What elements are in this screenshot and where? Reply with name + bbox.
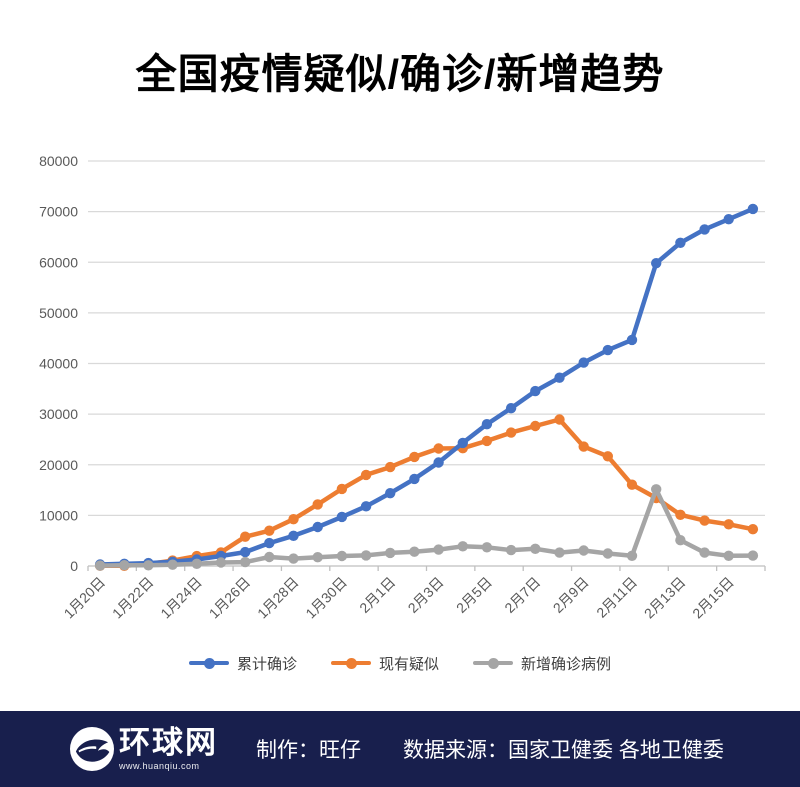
svg-text:30000: 30000 — [39, 406, 78, 422]
svg-text:1月24日: 1月24日 — [157, 574, 205, 622]
svg-text:2月3日: 2月3日 — [405, 574, 447, 616]
svg-text:80000: 80000 — [39, 153, 78, 169]
credit-text: 制作：旺仔 — [256, 739, 361, 762]
chart-gridlines — [88, 160, 765, 517]
logo-url: www.huanqiu.com — [119, 760, 200, 771]
data-series — [94, 203, 759, 571]
svg-text:10000: 10000 — [39, 507, 78, 523]
legend-item-new-confirmed: 新增确诊病例 — [473, 653, 611, 674]
huanqiu-eagle-icon — [70, 727, 114, 771]
source-text: 数据来源：国家卫健委 各地卫健委 — [403, 739, 724, 762]
svg-text:1月20日: 1月20日 — [61, 574, 109, 622]
y-axis-labels: 0 10000 20000 30000 40000 50000 60000 70000 8000… — [39, 153, 78, 574]
svg-text:1月26日: 1月26日 — [206, 574, 254, 622]
svg-text:2月9日: 2月9日 — [550, 574, 592, 616]
trend-chart: 0 10000 20000 30000 40000 50000 60000 70000 8000… — [39, 153, 766, 622]
legend-item-existing-suspected: 现有疑似 — [330, 653, 439, 674]
svg-text:2月7日: 2月7日 — [501, 574, 543, 616]
chart-title: 全国疫情疑似/确诊/新增趋势 — [135, 51, 665, 97]
line-marker-swatch-icon — [188, 657, 229, 669]
svg-text:50000: 50000 — [39, 305, 78, 321]
footer-bar: 环球网 www.huanqiu.com 制作：旺仔 数据来源：国家卫健委 各地卫… — [0, 711, 800, 787]
legend-label: 新增确诊病例 — [521, 655, 612, 673]
svg-text:1月28日: 1月28日 — [254, 574, 302, 622]
huanqiu-logo: 环球网 www.huanqiu.com — [70, 727, 218, 771]
x-axis-labels: 1月20日 1月22日 1月24日 1月26日 1月28日 1月30日 2月1日 2月3日 2月… — [61, 574, 737, 622]
svg-text:2月1日: 2月1日 — [356, 574, 398, 616]
svg-text:40000: 40000 — [39, 356, 78, 372]
x-axis — [87, 565, 766, 571]
legend-label: 累计确诊 — [236, 655, 297, 673]
line-marker-swatch-icon — [473, 657, 513, 669]
legend-item-cumulative-confirmed: 累计确诊 — [188, 653, 297, 674]
svg-text:1月22日: 1月22日 — [109, 574, 157, 622]
svg-text:2月15日: 2月15日 — [689, 574, 737, 622]
svg-text:2月13日: 2月13日 — [641, 574, 689, 622]
logo-text: 环球网 — [119, 725, 218, 761]
svg-text:2月11日: 2月11日 — [593, 574, 640, 621]
svg-text:1月30日: 1月30日 — [302, 574, 350, 622]
legend-label: 现有疑似 — [378, 655, 439, 673]
svg-text:2月5日: 2月5日 — [453, 574, 495, 616]
svg-text:0: 0 — [70, 558, 78, 574]
svg-text:60000: 60000 — [39, 254, 78, 270]
svg-text:20000: 20000 — [39, 457, 78, 473]
line-marker-swatch-icon — [330, 657, 371, 669]
chart-legend: 累计确诊 现有疑似 新增确诊病例 — [0, 648, 800, 678]
svg-text:70000: 70000 — [39, 204, 78, 220]
